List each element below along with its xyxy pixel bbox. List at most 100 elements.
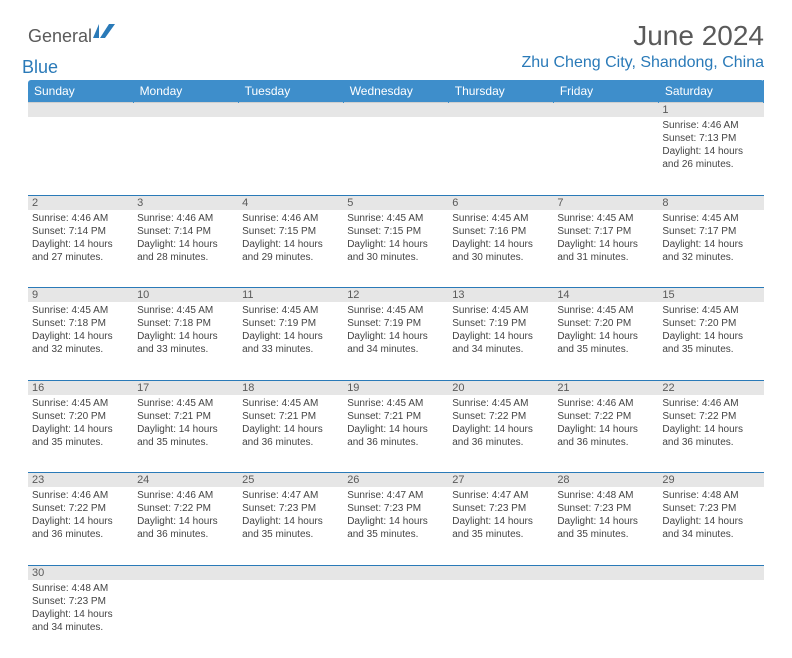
sunrise-line: Sunrise: 4:47 AM <box>347 489 444 502</box>
sunset-line: Sunset: 7:17 PM <box>662 225 759 238</box>
day-cell: Sunrise: 4:48 AMSunset: 7:23 PMDaylight:… <box>658 487 763 565</box>
daylight-line: Daylight: 14 hours and 33 minutes. <box>137 330 234 356</box>
weekday-header: Monday <box>133 80 238 103</box>
daylight-line: Daylight: 14 hours and 30 minutes. <box>452 238 549 264</box>
day-cell <box>343 117 448 195</box>
sunrise-line: Sunrise: 4:46 AM <box>32 489 129 502</box>
flag-icon <box>93 22 115 42</box>
daynum-row: 9101112131415 <box>28 288 764 303</box>
sunset-line: Sunset: 7:20 PM <box>662 317 759 330</box>
logo-text: General Blue <box>28 26 119 68</box>
day-cell: Sunrise: 4:46 AMSunset: 7:22 PMDaylight:… <box>553 395 658 473</box>
day-details: Sunrise: 4:46 AMSunset: 7:22 PMDaylight:… <box>133 487 238 545</box>
daylight-line: Daylight: 14 hours and 35 minutes. <box>242 515 339 541</box>
day-details: Sunrise: 4:45 AMSunset: 7:20 PMDaylight:… <box>553 302 658 360</box>
sunset-line: Sunset: 7:22 PM <box>137 502 234 515</box>
day-cell: Sunrise: 4:46 AMSunset: 7:14 PMDaylight:… <box>133 210 238 288</box>
daylight-line: Daylight: 14 hours and 36 minutes. <box>32 515 129 541</box>
day-cell: Sunrise: 4:47 AMSunset: 7:23 PMDaylight:… <box>238 487 343 565</box>
daylight-line: Daylight: 14 hours and 35 minutes. <box>557 330 654 356</box>
sunrise-line: Sunrise: 4:45 AM <box>347 397 444 410</box>
sunrise-line: Sunrise: 4:45 AM <box>452 397 549 410</box>
day-number: 14 <box>553 288 658 303</box>
day-number: 15 <box>658 288 763 303</box>
sunset-line: Sunset: 7:22 PM <box>662 410 759 423</box>
day-number: 17 <box>133 380 238 395</box>
calendar-body: 1Sunrise: 4:46 AMSunset: 7:13 PMDaylight… <box>28 103 764 658</box>
day-cell: Sunrise: 4:45 AMSunset: 7:17 PMDaylight:… <box>658 210 763 288</box>
day-cell: Sunrise: 4:46 AMSunset: 7:13 PMDaylight:… <box>658 117 763 195</box>
sunrise-line: Sunrise: 4:45 AM <box>662 212 759 225</box>
sunset-line: Sunset: 7:22 PM <box>452 410 549 423</box>
sunset-line: Sunset: 7:17 PM <box>557 225 654 238</box>
title-block: June 2024 Zhu Cheng City, Shandong, Chin… <box>521 20 764 72</box>
sunset-line: Sunset: 7:19 PM <box>452 317 549 330</box>
day-number: 20 <box>448 380 553 395</box>
sunset-line: Sunset: 7:16 PM <box>452 225 549 238</box>
day-details: Sunrise: 4:47 AMSunset: 7:23 PMDaylight:… <box>448 487 553 545</box>
day-number <box>553 565 658 580</box>
daylight-line: Daylight: 14 hours and 35 minutes. <box>662 330 759 356</box>
day-details: Sunrise: 4:45 AMSunset: 7:21 PMDaylight:… <box>238 395 343 453</box>
sunset-line: Sunset: 7:21 PM <box>347 410 444 423</box>
weekday-header: Saturday <box>658 80 763 103</box>
day-cell: Sunrise: 4:45 AMSunset: 7:21 PMDaylight:… <box>238 395 343 473</box>
daylight-line: Daylight: 14 hours and 34 minutes. <box>32 608 129 634</box>
sunrise-line: Sunrise: 4:46 AM <box>242 212 339 225</box>
sunrise-line: Sunrise: 4:45 AM <box>557 304 654 317</box>
daylight-line: Daylight: 14 hours and 28 minutes. <box>137 238 234 264</box>
daylight-line: Daylight: 14 hours and 36 minutes. <box>452 423 549 449</box>
day-cell: Sunrise: 4:45 AMSunset: 7:17 PMDaylight:… <box>553 210 658 288</box>
day-details: Sunrise: 4:45 AMSunset: 7:19 PMDaylight:… <box>238 302 343 360</box>
day-number: 26 <box>343 473 448 488</box>
daylight-line: Daylight: 14 hours and 35 minutes. <box>557 515 654 541</box>
day-cell <box>553 580 658 658</box>
sunset-line: Sunset: 7:20 PM <box>32 410 129 423</box>
daylight-line: Daylight: 14 hours and 26 minutes. <box>662 145 759 171</box>
day-number <box>238 565 343 580</box>
day-number <box>448 565 553 580</box>
day-details: Sunrise: 4:48 AMSunset: 7:23 PMDaylight:… <box>28 580 133 638</box>
daylight-line: Daylight: 14 hours and 34 minutes. <box>452 330 549 356</box>
day-cell: Sunrise: 4:45 AMSunset: 7:16 PMDaylight:… <box>448 210 553 288</box>
week-row: Sunrise: 4:45 AMSunset: 7:18 PMDaylight:… <box>28 302 764 380</box>
day-number: 11 <box>238 288 343 303</box>
daynum-row: 2345678 <box>28 195 764 210</box>
day-details: Sunrise: 4:45 AMSunset: 7:22 PMDaylight:… <box>448 395 553 453</box>
week-row: Sunrise: 4:45 AM Sunset: 7:20 PM Daylight:… <box>28 395 764 473</box>
day-details: Sunrise: 4:45 AMSunset: 7:20 PMDaylight:… <box>28 395 133 453</box>
day-number: 1 <box>658 103 763 118</box>
sunrise-line: Sunrise: 4:46 AM <box>557 397 654 410</box>
day-cell <box>238 117 343 195</box>
day-cell: Sunrise: 4:47 AMSunset: 7:23 PMDaylight:… <box>343 487 448 565</box>
sunset-line: Sunset: 7:23 PM <box>452 502 549 515</box>
day-details: Sunrise: 4:45 AMSunset: 7:21 PMDaylight:… <box>133 395 238 453</box>
day-details: Sunrise: 4:47 AMSunset: 7:23 PMDaylight:… <box>343 487 448 545</box>
day-cell: Sunrise: 4:46 AMSunset: 7:22 PMDaylight:… <box>28 487 133 565</box>
day-cell: Sunrise: 4:46 AMSunset: 7:15 PMDaylight:… <box>238 210 343 288</box>
day-cell <box>343 580 448 658</box>
sunrise-line: Sunrise: 4:45 AM <box>452 212 549 225</box>
daylight-line: Daylight: 14 hours and 31 minutes. <box>557 238 654 264</box>
day-cell: Sunrise: 4:45 AMSunset: 7:19 PMDaylight:… <box>238 302 343 380</box>
sunrise-line: Sunrise: 4:47 AM <box>452 489 549 502</box>
header: General Blue June 2024 Zhu Cheng City, S… <box>28 20 764 72</box>
day-details: Sunrise: 4:45 AMSunset: 7:17 PMDaylight:… <box>658 210 763 268</box>
day-cell: Sunrise: 4:45 AMSunset: 7:21 PMDaylight:… <box>343 395 448 473</box>
day-cell: Sunrise: 4:46 AMSunset: 7:22 PMDaylight:… <box>658 395 763 473</box>
weekday-header-row: Sunday Monday Tuesday Wednesday Thursday… <box>28 80 764 103</box>
sunset-line: Sunset: 7:21 PM <box>137 410 234 423</box>
day-number: 2 <box>28 195 133 210</box>
day-cell: Sunrise: 4:45 AMSunset: 7:20 PMDaylight:… <box>658 302 763 380</box>
location: Zhu Cheng City, Shandong, China <box>521 54 764 72</box>
day-details: Sunrise: 4:45 AMSunset: 7:19 PMDaylight:… <box>343 302 448 360</box>
day-number: 30 <box>28 565 133 580</box>
sunrise-line: Sunrise: 4:46 AM <box>137 212 234 225</box>
sunset-line: Sunset: 7:14 PM <box>137 225 234 238</box>
day-cell: Sunrise: 4:45 AMSunset: 7:15 PMDaylight:… <box>343 210 448 288</box>
day-cell: Sunrise: 4:45 AMSunset: 7:19 PMDaylight:… <box>448 302 553 380</box>
day-number <box>343 103 448 118</box>
day-cell <box>28 117 133 195</box>
day-cell: Sunrise: 4:45 AMSunset: 7:19 PMDaylight:… <box>343 302 448 380</box>
sunset-line: Sunset: 7:15 PM <box>242 225 339 238</box>
